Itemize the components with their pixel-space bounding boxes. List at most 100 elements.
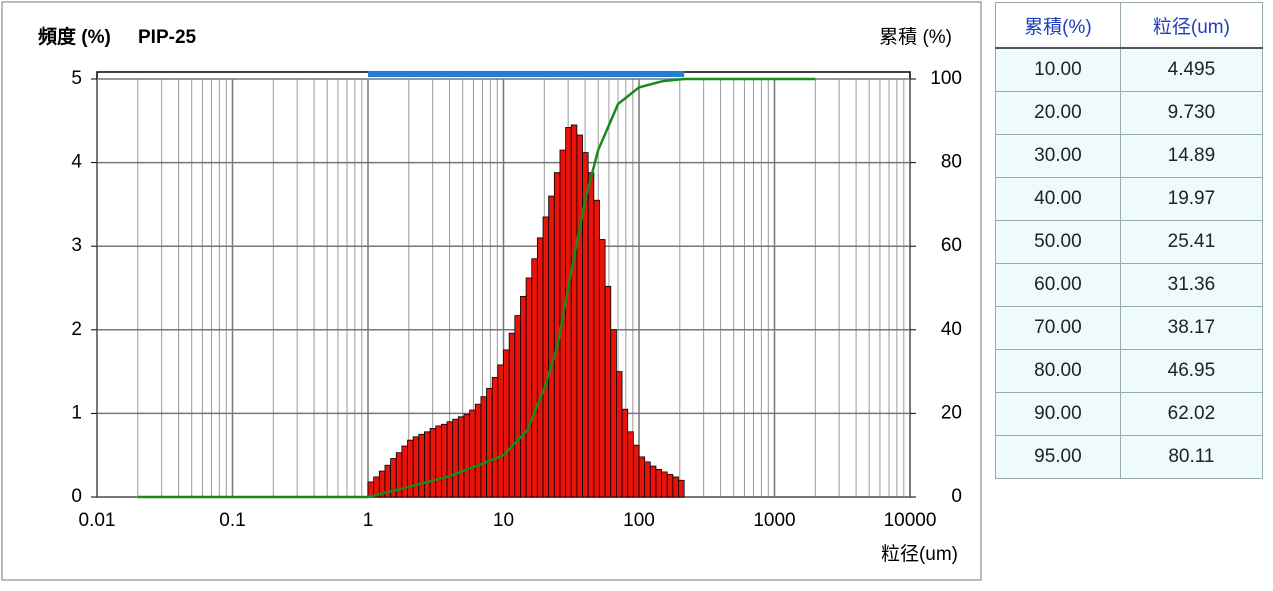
table-row: 60.00 31.36: [995, 263, 1264, 307]
bar: [435, 425, 442, 498]
table-header: 粒径(um): [1119, 2, 1264, 49]
table-row: 90.00 62.02: [995, 392, 1264, 436]
table-row: 70.00 38.17: [995, 306, 1264, 350]
chart-title: PIP-25: [138, 27, 197, 48]
y-tick-label: 5: [71, 68, 82, 89]
bar: [621, 408, 629, 498]
range-bar: [368, 71, 685, 77]
table-cell: 95.00: [995, 435, 1121, 479]
bar: [508, 332, 516, 498]
y2-axis-title: 累積 (%): [879, 26, 952, 48]
x-tick-label: 0.1: [219, 510, 245, 531]
bar: [587, 172, 595, 498]
bar: [514, 315, 521, 498]
bar: [542, 216, 550, 498]
table-row: 40.00 19.97: [995, 177, 1264, 221]
bar: [655, 469, 662, 498]
table-cell: 20.00: [995, 91, 1121, 135]
x-tick-label: 1000: [753, 510, 795, 531]
table-cell: 14.89: [1119, 134, 1264, 178]
bar: [599, 239, 606, 498]
bar: [491, 377, 499, 498]
bar: [576, 134, 583, 498]
chart: 頻度 (%) PIP-25 累積 (%) 粒径(um) 0.01 0.1 1 10 10…: [1, 1, 982, 581]
bar: [661, 471, 668, 498]
bar: [672, 476, 679, 498]
bar: [548, 195, 555, 498]
table-cell: 10.00: [995, 47, 1121, 92]
x-tick-label: 10000: [884, 510, 937, 531]
bar: [486, 387, 493, 498]
bar: [616, 371, 623, 498]
bar: [424, 431, 431, 498]
bar: [525, 277, 533, 498]
y-tick-label: 3: [71, 235, 82, 256]
y-tick-label: 4: [71, 152, 82, 173]
x-tick-label: 100: [623, 510, 655, 531]
bar: [480, 396, 487, 498]
table-row: 80.00 46.95: [995, 349, 1264, 393]
table-cell: 50.00: [995, 220, 1121, 264]
bar: [649, 465, 657, 498]
bar: [429, 428, 437, 498]
bar: [520, 295, 527, 498]
y2-tick-label: 100: [930, 68, 962, 89]
result-table: 累積(%) 粒径(um) 10.00 4.495 20.00 9.730 30.00 14.…: [995, 2, 1264, 479]
bar: [503, 349, 510, 498]
bar: [418, 433, 425, 498]
y2-tick-label: 20: [941, 402, 962, 423]
table-cell: 70.00: [995, 306, 1121, 350]
bar: [441, 423, 448, 498]
bar: [446, 421, 454, 498]
bar: [531, 258, 538, 498]
y2-tick-label: 0: [951, 486, 962, 507]
bar: [463, 413, 471, 498]
table-header: 累積(%): [995, 2, 1121, 49]
bar: [604, 285, 612, 498]
bar: [565, 127, 572, 498]
bar: [593, 199, 600, 498]
y-tick-label: 2: [71, 319, 82, 340]
bar: [452, 418, 459, 498]
table-row: 30.00 14.89: [995, 134, 1264, 178]
table-cell: 80.11: [1119, 435, 1264, 479]
table-row: 50.00 25.41: [995, 220, 1264, 264]
bar: [474, 403, 482, 498]
table-cell: 90.00: [995, 392, 1121, 436]
table-cell: 25.41: [1119, 220, 1264, 264]
table-cell: 4.495: [1119, 47, 1264, 92]
table-cell: 9.730: [1119, 91, 1264, 135]
y-axis-title: 頻度 (%): [38, 25, 111, 48]
bar: [497, 364, 504, 498]
bar: [644, 461, 651, 498]
table-cell: 30.00: [995, 134, 1121, 178]
bar: [610, 329, 617, 498]
x-tick-label: 1: [363, 510, 374, 531]
bar: [666, 474, 674, 498]
y-tick-label: 1: [71, 402, 82, 423]
table-cell: 40.00: [995, 177, 1121, 221]
bar: [536, 237, 544, 498]
bar: [412, 436, 420, 498]
table-row: 10.00 4.495: [995, 47, 1264, 92]
y2-tick-label: 40: [941, 319, 962, 340]
bar: [457, 416, 465, 498]
bar: [627, 431, 634, 498]
cumulative-line: [137, 77, 816, 499]
y-tick-label: 0: [71, 486, 82, 507]
table-cell: 46.95: [1119, 349, 1264, 393]
bar: [678, 479, 685, 498]
x-tick-label: 0.01: [79, 510, 116, 531]
table-row: 95.00 80.11: [995, 435, 1264, 479]
table-cell: 31.36: [1119, 263, 1264, 307]
y2-tick-label: 60: [941, 235, 962, 256]
x-tick-label: 10: [493, 510, 514, 531]
bar: [469, 409, 476, 498]
bar: [407, 439, 414, 498]
table-cell: 19.97: [1119, 177, 1264, 221]
bar: [638, 456, 646, 498]
bar: [632, 444, 640, 498]
x-axis-title: 粒径(um): [881, 543, 958, 565]
table-cell: 38.17: [1119, 306, 1264, 350]
